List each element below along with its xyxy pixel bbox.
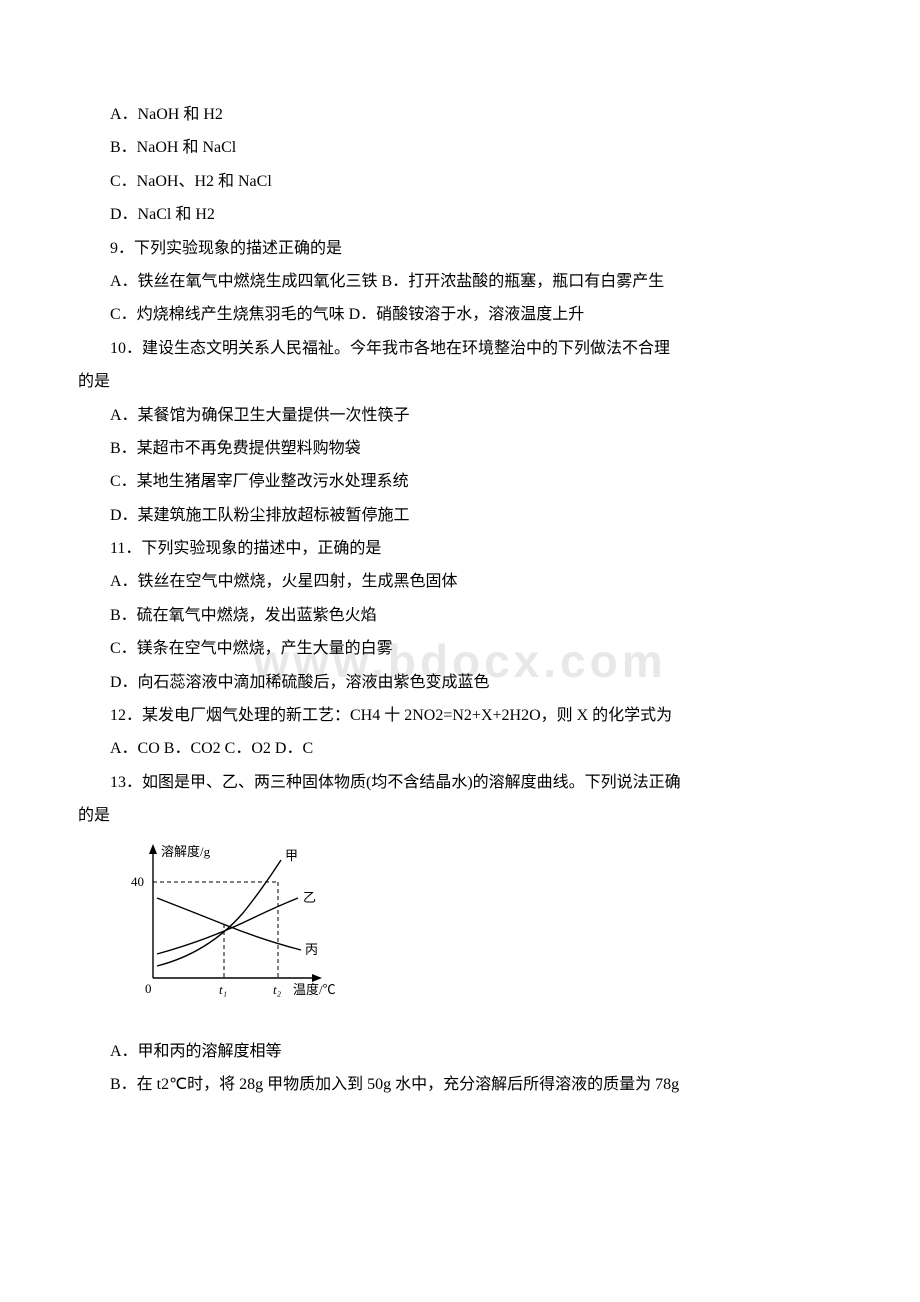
q11-option-c: C．镁条在空气中燃烧，产生大量的白雾 [78, 634, 842, 664]
q10-stem2: 的是 [78, 367, 842, 397]
series-yi-label: 乙 [303, 890, 316, 905]
q10-stem: 10．建设生态文明关系人民福祉。今年我市各地在环境整治中的下列做法不合理 [78, 334, 842, 364]
q13-option-b: B．在 t2℃时，将 28g 甲物质加入到 50g 水中，充分溶解后所得溶液的质… [78, 1070, 842, 1100]
q8-option-b: B．NaOH 和 NaCl [78, 133, 842, 163]
q11-option-d: D．向石蕊溶液中滴加稀硫酸后，溶液由紫色变成蓝色 [78, 668, 842, 698]
q9-stem: 9．下列实验现象的描述正确的是 [78, 234, 842, 264]
x-axis-label: 温度/℃ [293, 982, 336, 997]
q10-option-c: C．某地生猪屠宰厂停业整改污水处理系统 [78, 467, 842, 497]
q8-option-a: A．NaOH 和 H2 [78, 100, 842, 130]
q9-line1: A．铁丝在氧气中燃烧生成四氧化三铁 B．打开浓盐酸的瓶塞，瓶口有白雾产生 [78, 267, 842, 297]
x-t2-label: t₂ [273, 982, 282, 997]
q11-option-b: B．硫在氧气中燃烧，发出蓝紫色火焰 [78, 601, 842, 631]
x-t1-label: t₁ [219, 982, 227, 997]
q10-option-b: B．某超市不再免费提供塑料购物袋 [78, 434, 842, 464]
q11-stem: 11．下列实验现象的描述中，正确的是 [78, 534, 842, 564]
q13-stem2: 的是 [78, 801, 842, 831]
q9-line2: C．灼烧棉线产生烧焦羽毛的气味 D．硝酸铵溶于水，溶液温度上升 [78, 300, 842, 330]
q11-option-a: A．铁丝在空气中燃烧，火星四射，生成黑色固体 [78, 567, 842, 597]
q8-option-c: C．NaOH、H2 和 NaCl [78, 167, 842, 197]
y-axis-label: 溶解度/g [161, 844, 211, 859]
solubility-chart: 40 溶解度/g 0 t₁ t₂ 温度/℃ 甲 乙 丙 [113, 838, 842, 1019]
q10-option-a: A．某餐馆为确保卫生大量提供一次性筷子 [78, 401, 842, 431]
q12-stem: 12．某发电厂烟气处理的新工艺：CH4 十 2NO2=N2+X+2H2O，则 X… [78, 701, 842, 731]
series-bing-label: 丙 [305, 942, 318, 957]
series-jia-label: 甲 [285, 848, 298, 863]
q10-option-d: D．某建筑施工队粉尘排放超标被暂停施工 [78, 501, 842, 531]
q13-option-a: A．甲和丙的溶解度相等 [78, 1037, 842, 1067]
origin-label: 0 [145, 981, 152, 996]
y-tick-40: 40 [131, 874, 144, 889]
q13-stem: 13．如图是甲、乙、两三种固体物质(均不含结晶水)的溶解度曲线。下列说法正确 [78, 768, 842, 798]
q8-option-d: D．NaCl 和 H2 [78, 200, 842, 230]
q12-opts: A．CO B．CO2 C．O2 D．C [78, 734, 842, 764]
document-body: A．NaOH 和 H2 B．NaOH 和 NaCl C．NaOH、H2 和 Na… [78, 100, 842, 1101]
